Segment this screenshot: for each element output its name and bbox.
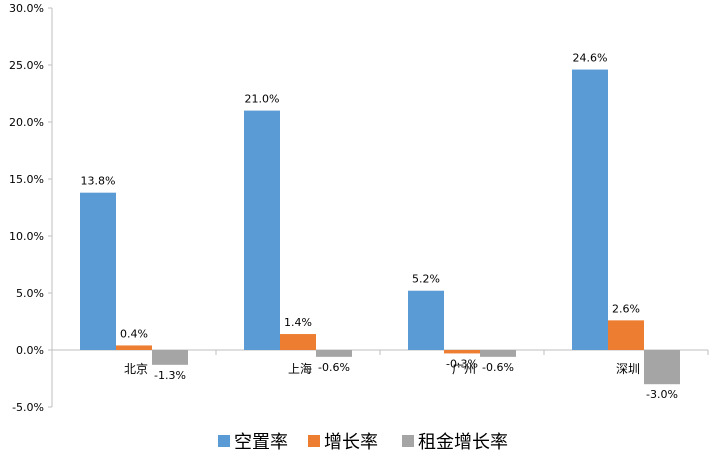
- bar: [572, 69, 608, 350]
- legend-label: 租金增长率: [418, 432, 508, 453]
- data-label: 5.2%: [412, 273, 440, 286]
- y-tick-label: 10.0%: [9, 230, 44, 243]
- bar: [444, 350, 480, 354]
- y-tick-label: 5.0%: [16, 287, 44, 300]
- bar: [316, 350, 352, 357]
- data-label: 2.6%: [612, 302, 640, 315]
- legend-swatch: [308, 435, 320, 447]
- data-label: 21.0%: [245, 93, 280, 106]
- legend-swatch: [218, 435, 230, 447]
- data-labels: 13.8% 0.4% -1.3% 21.0% 1.4% -0.6% 5.2% -0.3% -0.…: [81, 52, 678, 402]
- data-label: 24.6%: [573, 52, 608, 65]
- bars: [80, 69, 680, 385]
- category-label: 北京: [124, 362, 148, 376]
- category-label: 广州: [452, 362, 476, 376]
- legend-label: 空置率: [234, 432, 288, 453]
- x-ticks: [51, 350, 709, 355]
- y-tick-label: 0.0%: [16, 344, 44, 357]
- bar: [644, 350, 680, 385]
- data-label: -1.3%: [154, 369, 186, 382]
- bar: [152, 350, 188, 365]
- legend-swatch: [402, 435, 414, 447]
- bar: [80, 192, 116, 350]
- y-tick-label: 15.0%: [9, 173, 44, 186]
- bar: [608, 320, 644, 350]
- bar: [480, 350, 516, 357]
- data-label: 13.8%: [81, 175, 116, 188]
- data-label: -0.6%: [482, 361, 514, 374]
- bar: [244, 110, 280, 350]
- legend-label: 增长率: [324, 432, 378, 453]
- bar: [116, 345, 152, 350]
- y-tick-label: 20.0%: [9, 116, 44, 129]
- legend: 空置率 增长率 租金增长率: [218, 432, 508, 453]
- y-tick-label: 25.0%: [9, 59, 44, 72]
- y-tick-label: -5.0%: [12, 401, 44, 414]
- data-label: -0.3%: [446, 357, 478, 370]
- category-labels: 北京 上海 广州 深圳: [124, 361, 640, 376]
- data-label: -0.6%: [318, 361, 350, 374]
- bar: [408, 290, 444, 350]
- data-label: 1.4%: [284, 316, 312, 329]
- category-label: 上海: [288, 361, 312, 376]
- data-label: -3.0%: [646, 388, 678, 401]
- y-tick-label: 30.0%: [9, 2, 44, 15]
- y-ticks: 30.0% 25.0% 20.0% 15.0% 10.0% 5.0% 0.0% -5.0%: [9, 2, 52, 414]
- bar: [280, 334, 316, 350]
- category-label: 深圳: [616, 362, 640, 376]
- data-label: 0.4%: [120, 327, 148, 340]
